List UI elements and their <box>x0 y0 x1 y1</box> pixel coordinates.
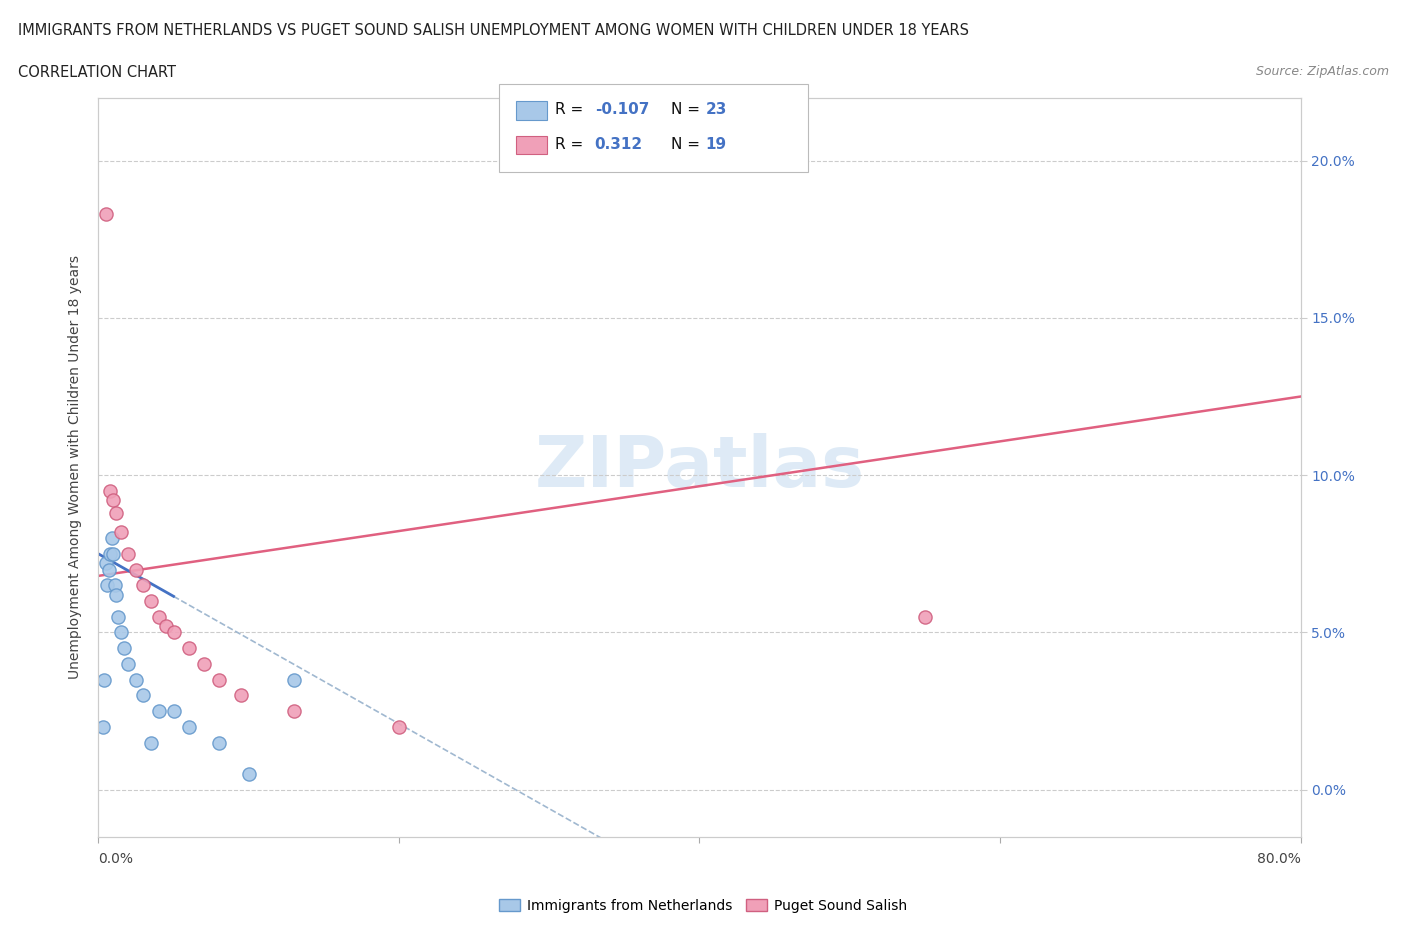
Point <box>148 704 170 719</box>
Point <box>103 493 125 508</box>
Point <box>105 588 128 603</box>
Point <box>100 547 122 562</box>
Text: 0.312: 0.312 <box>595 137 643 152</box>
Point <box>105 506 128 521</box>
Point <box>112 641 135 656</box>
Point <box>208 672 231 687</box>
Point <box>193 657 215 671</box>
Point <box>162 704 184 719</box>
Text: 19: 19 <box>706 137 727 152</box>
Point <box>110 525 132 539</box>
Legend: Immigrants from Netherlands, Puget Sound Salish: Immigrants from Netherlands, Puget Sound… <box>494 894 912 919</box>
Point <box>139 593 162 608</box>
Text: R =: R = <box>555 102 589 117</box>
Point <box>125 562 148 577</box>
Text: N =: N = <box>671 102 704 117</box>
Point <box>914 609 936 624</box>
Point <box>155 618 177 633</box>
Point <box>91 720 114 735</box>
Text: N =: N = <box>671 137 704 152</box>
Point <box>139 736 162 751</box>
Point <box>96 578 118 592</box>
Point <box>148 609 170 624</box>
Point <box>100 484 122 498</box>
Text: 0.0%: 0.0% <box>98 852 134 866</box>
Text: Source: ZipAtlas.com: Source: ZipAtlas.com <box>1256 65 1389 78</box>
Point <box>101 531 124 546</box>
Point <box>283 704 305 719</box>
Point <box>107 609 129 624</box>
Y-axis label: Unemployment Among Women with Children Under 18 years: Unemployment Among Women with Children U… <box>69 256 83 679</box>
Point <box>132 578 155 592</box>
Point <box>117 547 139 562</box>
Point <box>103 547 125 562</box>
Point <box>97 562 120 577</box>
Text: ZIPatlas: ZIPatlas <box>534 432 865 502</box>
Point <box>388 720 411 735</box>
Point <box>110 625 132 640</box>
Text: 80.0%: 80.0% <box>1257 852 1301 866</box>
Point <box>117 657 139 671</box>
Point <box>104 578 127 592</box>
Text: -0.107: -0.107 <box>595 102 650 117</box>
Point <box>94 556 117 571</box>
Point <box>238 766 260 781</box>
Text: R =: R = <box>555 137 593 152</box>
Point <box>132 688 155 703</box>
Text: 23: 23 <box>706 102 727 117</box>
Point <box>177 720 200 735</box>
Point <box>93 672 115 687</box>
Text: CORRELATION CHART: CORRELATION CHART <box>18 65 176 80</box>
Point <box>208 736 231 751</box>
Point <box>231 688 253 703</box>
Point <box>125 672 148 687</box>
Point <box>162 625 184 640</box>
Point <box>177 641 200 656</box>
Point <box>283 672 305 687</box>
Text: IMMIGRANTS FROM NETHERLANDS VS PUGET SOUND SALISH UNEMPLOYMENT AMONG WOMEN WITH : IMMIGRANTS FROM NETHERLANDS VS PUGET SOU… <box>18 23 969 38</box>
Point <box>94 206 117 221</box>
